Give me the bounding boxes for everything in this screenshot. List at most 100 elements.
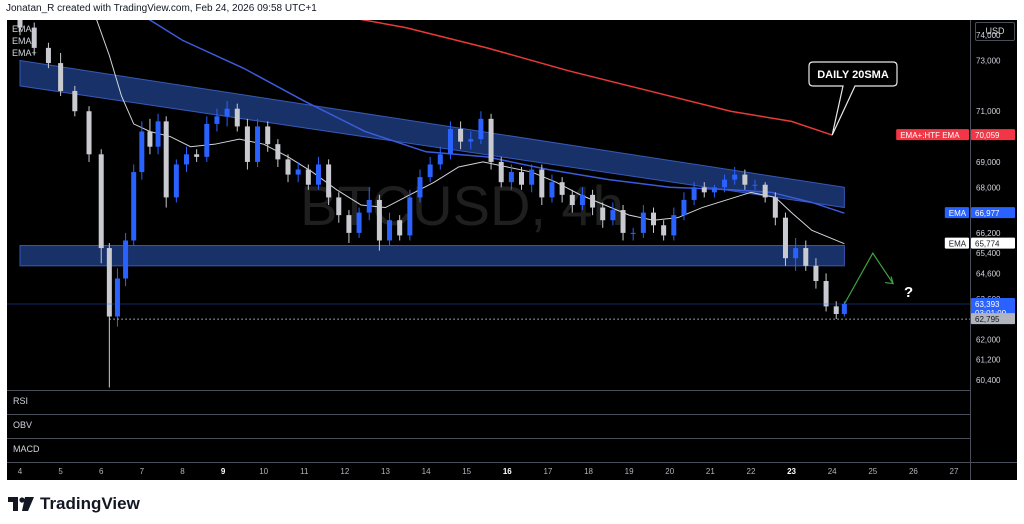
candle-body-30 (326, 164, 332, 198)
support-zone-0 (19, 245, 845, 267)
ema-line-2 (96, 20, 845, 245)
time-axis-divider (7, 462, 1017, 463)
projection-arrowhead (885, 276, 894, 285)
candle-body-79 (823, 281, 829, 307)
candle-body-54 (569, 194, 575, 205)
candle-body-7 (106, 248, 112, 317)
price-badge-0 (971, 129, 1015, 141)
chart-frame[interactable]: BTCUSD, 4h DAILY 20SMA? 74,000 73,000 71,0… (7, 20, 1017, 480)
projection-arrow (843, 252, 894, 305)
price-badge-value-2: 65,774 (975, 240, 1000, 249)
candle-body-32 (346, 215, 352, 233)
candle-body-70 (732, 174, 738, 180)
y-tick-label-5: 68,000 (976, 183, 1001, 192)
x-tick-label-21: 25 (868, 467, 877, 476)
y-tick-label-2: 71,000 (976, 107, 1001, 116)
price-badge-label-1: EMA (949, 209, 967, 218)
candle-body-48 (508, 172, 514, 183)
candle-body-57 (600, 207, 606, 221)
candle-body-53 (559, 182, 565, 195)
ema-line-0 (359, 20, 833, 136)
y-tick-label-8: 64,600 (976, 269, 1001, 278)
y-tick-label-11: 61,200 (976, 356, 1001, 365)
y-tick-label-4: 69,000 (976, 158, 1001, 167)
x-tick-label-16: 20 (665, 467, 674, 476)
candle-body-40 (427, 164, 433, 178)
x-tick-label-22: 26 (909, 467, 918, 476)
candle-body-28 (305, 169, 311, 185)
price-axis-divider (970, 20, 971, 480)
x-tick-label-18: 22 (747, 467, 756, 476)
x-tick-label-0: 4 (18, 467, 23, 476)
pane-divider-macd[interactable] (7, 438, 970, 439)
indicator-label-ema-plus[interactable]: EMA+ (12, 48, 37, 58)
candle-body-80 (833, 306, 839, 314)
price-chart[interactable]: BTCUSD, 4h DAILY 20SMA? 74,000 73,000 71,0… (7, 20, 1017, 480)
candle-body-18 (204, 123, 210, 157)
candle-body-26 (285, 159, 291, 175)
x-tick-label-3: 7 (140, 467, 145, 476)
candle-body-0 (17, 20, 23, 28)
x-tick-label-5: 9 (221, 467, 226, 476)
candle-body-56 (590, 194, 596, 208)
candle-body-4 (72, 90, 78, 112)
candle-body-77 (803, 248, 809, 266)
candle-body-10 (131, 172, 137, 241)
candle-body-31 (336, 197, 342, 216)
x-tick-label-12: 16 (503, 467, 512, 476)
candle-body-38 (407, 197, 413, 236)
price-badge-value-4: 62,795 (975, 315, 1000, 324)
candle-body-59 (620, 210, 626, 233)
candle-body-29 (315, 164, 321, 185)
pane-divider-obv[interactable] (7, 414, 970, 415)
candle-body-45 (478, 118, 484, 140)
candle-body-50 (529, 169, 535, 185)
indicator-label-ema-2[interactable]: EMA (12, 36, 32, 46)
candle-body-76 (793, 248, 799, 259)
pane-label-macd[interactable]: MACD (13, 444, 40, 454)
candle-body-37 (397, 220, 403, 236)
callout-bubble (808, 61, 898, 136)
y-tick-label-0: 74,000 (976, 31, 1001, 40)
candle-body-33 (356, 212, 362, 233)
candle-body-16 (183, 154, 189, 165)
candle-body-66 (691, 187, 697, 200)
candle-body-8 (114, 278, 120, 317)
pane-label-obv[interactable]: OBV (13, 420, 33, 430)
currency-button[interactable]: USD (975, 22, 1015, 41)
candle-body-72 (752, 184, 758, 186)
candle-body-5 (86, 111, 92, 155)
indicator-label-ema-1[interactable]: EMA (12, 24, 32, 34)
candle-body-42 (447, 128, 453, 155)
x-tick-label-8: 12 (340, 467, 349, 476)
candle-body-41 (437, 154, 443, 165)
y-tick-label-10: 62,000 (976, 335, 1001, 344)
x-tick-label-11: 15 (462, 467, 471, 476)
y-tick-label-1: 73,000 (976, 57, 1001, 66)
x-tick-label-14: 18 (584, 467, 593, 476)
price-badge-label-0: EMA+:HTF EMA (900, 131, 960, 140)
x-tick-label-20: 24 (828, 467, 837, 476)
price-badge-tag-2 (944, 237, 969, 249)
candle-body-34 (366, 199, 372, 213)
price-badge-value-0: 70,059 (975, 131, 1000, 140)
candle-body-47 (498, 161, 504, 183)
y-tick-label-6: 66,200 (976, 229, 1001, 238)
x-tick-label-15: 19 (625, 467, 634, 476)
y-tick-label-7: 65,400 (976, 249, 1001, 258)
candle-body-52 (549, 182, 555, 198)
candle-body-23 (255, 126, 261, 162)
candle-body-46 (488, 118, 494, 162)
pane-label-rsi[interactable]: RSI (13, 396, 29, 406)
candle-body-78 (813, 265, 819, 282)
candle-body-61 (640, 212, 646, 233)
candle-body-55 (579, 194, 585, 205)
descending-channel-zone (19, 59, 845, 209)
x-tick-label-4: 8 (180, 467, 185, 476)
candle-body-13 (155, 121, 161, 147)
candle-body-74 (772, 197, 778, 218)
pane-divider-rsi[interactable] (7, 390, 970, 391)
price-badge-4 (971, 313, 1015, 325)
x-tick-label-1: 5 (58, 467, 63, 476)
tradingview-logo-icon (8, 497, 34, 511)
